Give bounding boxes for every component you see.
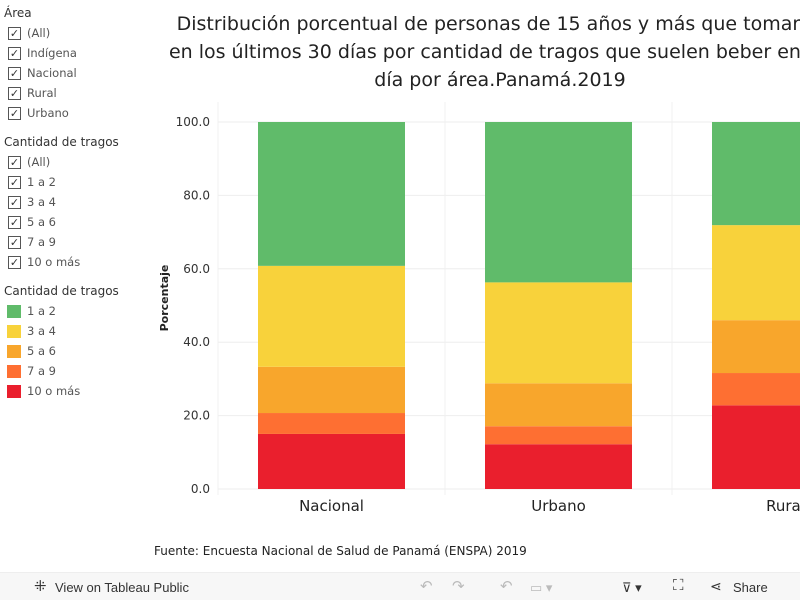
x-category-label: Urbano (531, 497, 586, 515)
tragos-filter-item[interactable]: ✓ 1 a 2 (4, 172, 144, 192)
refresh-icon[interactable]: ▭ ▾ (530, 580, 553, 595)
legend-title: Cantidad de tragos (4, 284, 119, 298)
legend-swatch (7, 304, 21, 318)
filter-item-label: (All) (27, 155, 51, 169)
legend-item[interactable]: 5 a 6 (4, 341, 144, 361)
filter-item-label: Urbano (27, 106, 69, 120)
tragos-filter-title: Cantidad de tragos (4, 135, 119, 149)
y-tick-label: 80.0 (183, 188, 210, 202)
checkbox-checked-icon[interactable]: ✓ (8, 175, 21, 189)
stacked-bar-chart: 0.0 20.0 40.0 60.0 80.0 100.0 Nacional Urbano Ru… (158, 102, 800, 515)
y-tick-label: 100.0 (176, 115, 210, 129)
bar-segment-5-a-6[interactable] (258, 366, 405, 414)
bar-segment-1-a-2[interactable] (258, 122, 405, 266)
y-axis-label: Porcentaje (158, 265, 171, 332)
checkbox-checked-icon[interactable]: ✓ (8, 155, 21, 169)
filters-panel: Área ✓ (All) ✓ Indígena ✓ Nacional ✓ Rural ✓ Urba… (4, 6, 144, 413)
x-category-label: Nacional (299, 497, 364, 515)
tragos-filter-item[interactable]: ✓ 7 a 9 (4, 232, 144, 252)
x-category-label: Rural (766, 497, 800, 515)
area-filter: Área ✓ (All) ✓ Indígena ✓ Nacional ✓ Rural ✓ Urba… (4, 6, 144, 123)
bar-segment-10-o-más[interactable] (712, 405, 800, 489)
area-filter-item[interactable]: ✓ (All) (4, 23, 144, 43)
bar-segment-10-o-más[interactable] (485, 444, 632, 489)
tragos-filter-item[interactable]: ✓ 5 a 6 (4, 212, 144, 232)
area-filter-item[interactable]: ✓ Nacional (4, 63, 144, 83)
legend-label: 3 a 4 (27, 324, 56, 338)
y-tick-label: 40.0 (183, 335, 210, 349)
tragos-filter: Cantidad de tragos ✓ (All) ✓ 1 a 2 ✓ 3 a 4 ✓ 5 … (4, 135, 144, 272)
area-filter-item[interactable]: ✓ Rural (4, 83, 144, 103)
filter-item-label: (All) (27, 26, 51, 40)
checkbox-checked-icon[interactable]: ✓ (8, 255, 21, 269)
redo-icon[interactable]: ↷ (452, 578, 465, 595)
tableau-toolbar: ⁜ View on Tableau Public ↶ ↷ ↶ ▭ ▾ ⊽ ▾ ⛶… (0, 572, 800, 600)
bar-segment-3-a-4[interactable] (712, 225, 800, 321)
area-filter-title: Área (4, 6, 32, 20)
view-on-tableau-link[interactable]: View on Tableau Public (55, 580, 189, 595)
area-filter-item[interactable]: ✓ Urbano (4, 103, 144, 123)
legend-swatch (7, 384, 21, 398)
bar-segment-3-a-4[interactable] (485, 282, 632, 384)
y-tick-label: 60.0 (183, 262, 210, 276)
bar-segment-5-a-6[interactable] (485, 383, 632, 427)
checkbox-checked-icon[interactable]: ✓ (8, 86, 21, 100)
tragos-filter-item[interactable]: ✓ (All) (4, 152, 144, 172)
legend-swatch (7, 324, 21, 338)
bar-segment-7-a-9[interactable] (712, 373, 800, 406)
share-icon: ⋖ (710, 578, 722, 594)
checkbox-checked-icon[interactable]: ✓ (8, 235, 21, 249)
bar-segment-5-a-6[interactable] (712, 320, 800, 374)
bar-segment-10-o-más[interactable] (258, 433, 405, 489)
area-filter-item[interactable]: ✓ Indígena (4, 43, 144, 63)
legend-label: 5 a 6 (27, 344, 56, 358)
filter-item-label: 5 a 6 (27, 215, 56, 229)
bar-segment-7-a-9[interactable] (485, 426, 632, 445)
filter-item-label: 10 o más (27, 255, 81, 269)
bar-segment-1-a-2[interactable] (485, 122, 632, 283)
tableau-logo-icon: ⁜ (34, 578, 47, 595)
color-legend: Cantidad de tragos 1 a 2 3 a 4 5 a 6 7 a 9 1… (4, 284, 144, 401)
legend-item[interactable]: 7 a 9 (4, 361, 144, 381)
filter-item-label: 3 a 4 (27, 195, 56, 209)
checkbox-checked-icon[interactable]: ✓ (8, 66, 21, 80)
fullscreen-icon[interactable]: ⛶ (673, 577, 684, 594)
checkbox-checked-icon[interactable]: ✓ (8, 46, 21, 60)
filter-item-label: Indígena (27, 46, 77, 60)
share-button[interactable]: Share (733, 580, 768, 595)
legend-label: 1 a 2 (27, 304, 56, 318)
checkbox-checked-icon[interactable]: ✓ (8, 195, 21, 209)
bar-segment-1-a-2[interactable] (712, 122, 800, 226)
tragos-filter-item[interactable]: ✓ 10 o más (4, 252, 144, 272)
legend-item[interactable]: 10 o más (4, 381, 144, 401)
revert-icon[interactable]: ↶ (500, 578, 513, 595)
legend-label: 7 a 9 (27, 364, 56, 378)
legend-item[interactable]: 3 a 4 (4, 321, 144, 341)
legend-swatch (7, 344, 21, 358)
bar-segment-7-a-9[interactable] (258, 413, 405, 434)
filter-item-label: 7 a 9 (27, 235, 56, 249)
filter-item-label: 1 a 2 (27, 175, 56, 189)
download-icon[interactable]: ⊽ ▾ (622, 580, 642, 595)
legend-swatch (7, 364, 21, 378)
checkbox-checked-icon[interactable]: ✓ (8, 26, 21, 40)
filter-item-label: Nacional (27, 66, 77, 80)
legend-item[interactable]: 1 a 2 (4, 301, 144, 321)
bar-segment-3-a-4[interactable] (258, 265, 405, 367)
y-tick-label: 20.0 (183, 409, 210, 423)
undo-icon[interactable]: ↶ (420, 578, 433, 595)
filter-item-label: Rural (27, 86, 57, 100)
checkbox-checked-icon[interactable]: ✓ (8, 106, 21, 120)
checkbox-checked-icon[interactable]: ✓ (8, 215, 21, 229)
tragos-filter-item[interactable]: ✓ 3 a 4 (4, 192, 144, 212)
source-note: Fuente: Encuesta Nacional de Salud de Pa… (154, 544, 527, 558)
y-tick-label: 0.0 (191, 482, 210, 496)
legend-label: 10 o más (27, 384, 81, 398)
chart-title: Distribución porcentual de personas de 1… (168, 13, 800, 91)
